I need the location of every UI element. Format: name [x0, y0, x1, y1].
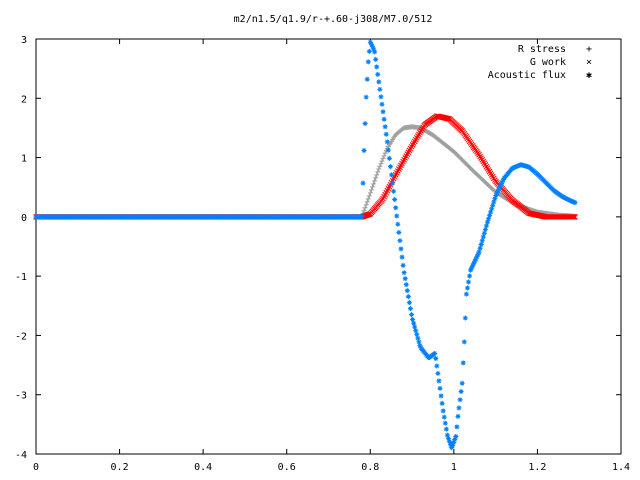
plot-frame	[35, 38, 622, 455]
series-points	[33, 39, 578, 451]
series-g-work	[33, 113, 578, 220]
x-tick-label: 0.4	[194, 462, 212, 473]
y-tick-label: 2	[21, 94, 27, 105]
series-acoustic-flux	[33, 39, 578, 451]
x-axis: 0 0.2 0.4 0.6 0.8 1 1.2 1.4	[33, 39, 630, 473]
series-r-stress	[33, 124, 578, 220]
y-tick-label: 0	[21, 213, 27, 224]
x-tick-label: 1.2	[528, 462, 546, 473]
y-tick-label: 3	[21, 35, 27, 46]
x-tick-label: 0.8	[361, 462, 379, 473]
legend-marker-star-icon: ✱	[586, 70, 592, 81]
series-points	[33, 113, 578, 220]
x-tick-label: 0.6	[278, 462, 296, 473]
legend-label-r-stress: R stress	[518, 44, 566, 55]
x-tick-label: 0.2	[111, 462, 129, 473]
legend-label-acoustic-flux: Acoustic flux	[488, 70, 566, 81]
y-tick-label: -2	[15, 331, 27, 342]
x-tick-label: 1.4	[612, 462, 630, 473]
y-axis: 3 2 1 0 -1 -2 -3 -4	[15, 35, 621, 461]
chart-title: m2/n1.5/q1.9/r-+.60-j308/M7.0/512	[234, 14, 433, 25]
y-tick-label: -3	[15, 391, 27, 402]
legend-marker-cross-icon: ×	[586, 57, 592, 68]
legend-marker-plus-icon: +	[586, 44, 592, 55]
legend: R stress G work Acoustic flux + × ✱	[488, 44, 592, 81]
series-layer	[33, 39, 578, 451]
y-tick-label: 1	[21, 154, 27, 165]
x-tick-label: 1	[451, 462, 457, 473]
y-tick-label: -1	[15, 272, 27, 283]
series-points	[33, 124, 578, 220]
x-tick-label: 0	[33, 462, 39, 473]
legend-label-g-work: G work	[530, 57, 566, 68]
y-tick-label: -4	[15, 450, 27, 461]
